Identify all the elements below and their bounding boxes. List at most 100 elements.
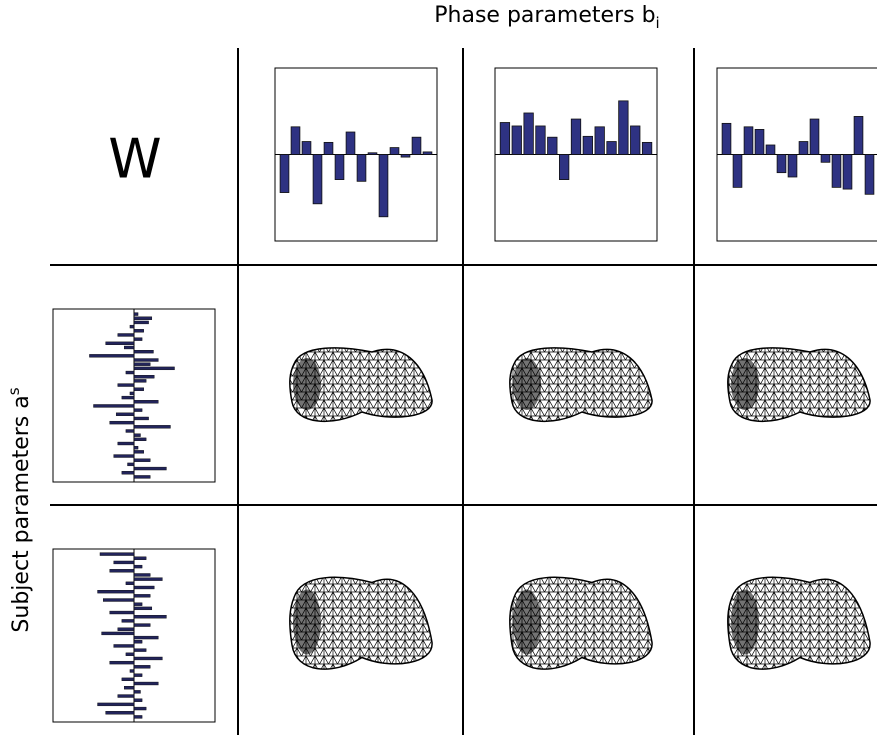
bar <box>732 154 743 188</box>
bar <box>101 631 135 636</box>
bar <box>105 341 135 345</box>
bar <box>133 320 149 325</box>
bar <box>356 154 367 182</box>
bar <box>133 556 147 560</box>
bar <box>133 329 144 333</box>
bar <box>97 590 135 594</box>
left-label-sup: s <box>5 387 23 395</box>
bar <box>523 112 534 155</box>
bar <box>776 154 787 174</box>
bar <box>133 433 141 437</box>
bar <box>113 560 135 565</box>
bar <box>422 151 433 155</box>
bar <box>97 702 135 707</box>
bar <box>124 345 135 350</box>
bar <box>133 450 144 454</box>
bar <box>133 408 143 412</box>
bar <box>594 126 605 155</box>
bar <box>133 466 167 471</box>
bar <box>133 475 151 479</box>
bar <box>133 379 147 383</box>
bar <box>117 383 135 387</box>
bar <box>109 420 135 425</box>
bar <box>105 711 135 715</box>
bar <box>133 706 147 711</box>
bar <box>559 154 570 180</box>
bar <box>133 577 163 581</box>
bar <box>125 652 135 656</box>
bar <box>133 400 159 404</box>
bar <box>389 147 400 155</box>
bar <box>117 333 135 337</box>
bar <box>606 141 617 155</box>
bar <box>133 615 167 619</box>
bar <box>570 118 582 155</box>
bar <box>301 141 312 155</box>
bar <box>754 129 765 155</box>
mesh-end <box>293 358 321 410</box>
bar <box>133 585 155 590</box>
bar <box>125 370 135 375</box>
bar <box>117 694 135 698</box>
corner-label: W <box>108 128 161 191</box>
bar <box>133 387 144 391</box>
bar <box>129 669 135 673</box>
bar <box>133 623 151 627</box>
bar <box>133 635 159 640</box>
bar <box>113 454 135 458</box>
mesh <box>727 347 871 423</box>
bar <box>279 154 290 193</box>
bar <box>334 154 345 180</box>
bar <box>109 610 135 615</box>
bar <box>103 598 135 602</box>
bar <box>820 154 831 163</box>
left-label: Subject parameters as <box>5 387 35 632</box>
bar <box>582 135 593 155</box>
bar <box>721 122 732 155</box>
bar <box>133 665 151 669</box>
mesh <box>289 347 433 423</box>
bar <box>378 154 389 218</box>
bar <box>809 118 820 155</box>
bar <box>411 136 422 155</box>
bar <box>400 154 411 158</box>
bar <box>121 471 135 475</box>
left-label-text: Subject parameters a <box>9 395 34 632</box>
bar <box>641 141 653 155</box>
bar <box>133 425 171 429</box>
meshes <box>289 347 871 670</box>
bar <box>133 698 143 702</box>
bar <box>133 358 159 362</box>
bar <box>121 395 135 400</box>
mesh <box>509 347 653 423</box>
bar <box>133 446 139 450</box>
bar <box>99 552 135 556</box>
bar <box>133 673 143 677</box>
bar <box>133 366 175 371</box>
bar <box>133 606 153 611</box>
bar <box>853 116 864 155</box>
bar <box>124 686 135 690</box>
bar <box>547 136 558 155</box>
bar <box>121 677 135 681</box>
bar <box>787 154 798 178</box>
bar <box>133 564 143 569</box>
mesh <box>289 576 433 670</box>
mesh-end <box>513 358 541 410</box>
bar <box>129 324 135 329</box>
bar <box>133 602 143 606</box>
bar <box>125 581 135 585</box>
bar <box>125 429 135 433</box>
bar <box>511 125 522 155</box>
mesh <box>509 576 653 670</box>
bar <box>765 144 776 155</box>
bar <box>133 362 151 366</box>
bar <box>133 375 155 379</box>
bar <box>133 690 141 694</box>
bar <box>109 569 135 573</box>
top-label-text: Phase parameters b <box>434 3 655 28</box>
top-label: Phase parameters bi <box>434 3 659 32</box>
bar <box>842 154 853 190</box>
bar <box>630 125 641 155</box>
